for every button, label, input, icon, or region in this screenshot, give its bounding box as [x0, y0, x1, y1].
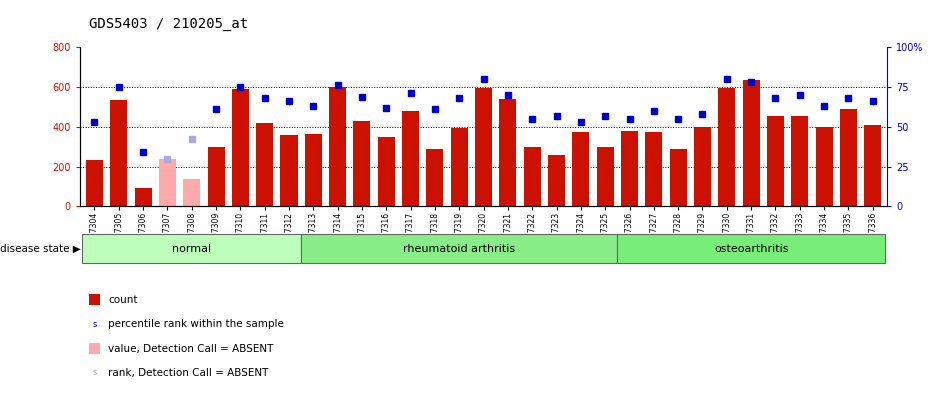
Text: osteoarthritis: osteoarthritis — [714, 244, 789, 253]
Bar — [377, 137, 394, 206]
Bar — [159, 159, 176, 206]
Bar — [451, 128, 468, 206]
Bar — [402, 111, 419, 206]
Bar — [330, 87, 346, 206]
Bar — [743, 80, 760, 206]
Bar — [617, 234, 885, 263]
Bar — [256, 123, 273, 206]
Bar — [475, 88, 492, 206]
Text: value, Detection Call = ABSENT: value, Detection Call = ABSENT — [108, 343, 273, 354]
Bar — [792, 116, 808, 206]
Bar — [524, 147, 541, 206]
Text: GDS5403 / 210205_at: GDS5403 / 210205_at — [89, 17, 248, 31]
Bar — [85, 160, 103, 206]
Bar — [573, 132, 590, 206]
Bar — [645, 132, 662, 206]
Text: disease state ▶: disease state ▶ — [0, 244, 81, 253]
Bar — [718, 88, 735, 206]
Bar — [596, 147, 614, 206]
Text: rheumatoid arthritis: rheumatoid arthritis — [403, 244, 516, 253]
Text: rank, Detection Call = ABSENT: rank, Detection Call = ABSENT — [108, 368, 269, 378]
Bar — [281, 135, 298, 206]
Bar — [816, 127, 833, 206]
Bar — [301, 234, 617, 263]
Text: normal: normal — [172, 244, 211, 253]
Bar — [134, 188, 151, 206]
Bar — [353, 121, 371, 206]
Text: s: s — [93, 320, 97, 329]
Bar — [621, 131, 638, 206]
Bar — [83, 234, 301, 263]
Bar — [426, 149, 443, 206]
Bar — [305, 134, 322, 206]
Bar — [110, 100, 128, 206]
Text: percentile rank within the sample: percentile rank within the sample — [108, 319, 284, 329]
Bar — [864, 125, 882, 206]
Bar — [548, 154, 565, 206]
Bar — [839, 109, 857, 206]
Bar — [183, 180, 200, 206]
Text: s: s — [93, 369, 97, 377]
Bar — [767, 116, 784, 206]
Bar — [670, 149, 686, 206]
Text: count: count — [108, 295, 137, 305]
Bar — [694, 127, 711, 206]
Bar — [208, 147, 224, 206]
Bar — [500, 99, 516, 206]
Bar — [232, 89, 249, 206]
